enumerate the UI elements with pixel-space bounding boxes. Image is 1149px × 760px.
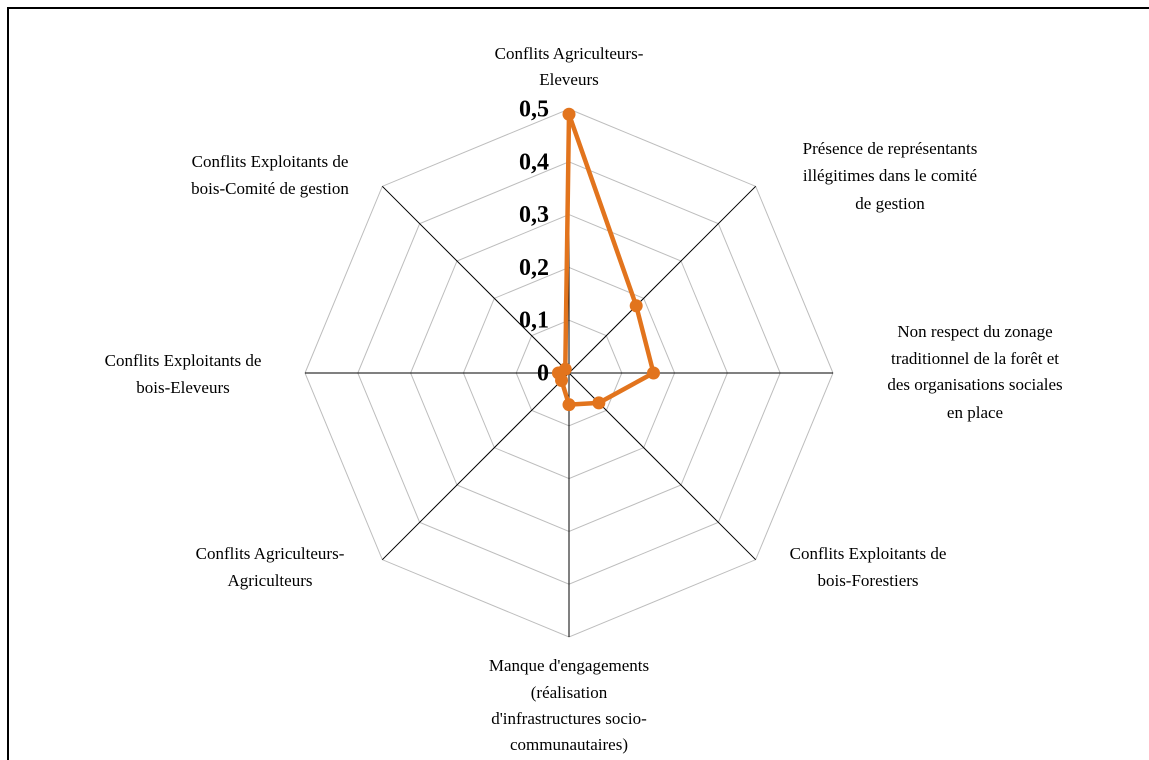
category-label: bois-Forestiers <box>817 571 918 590</box>
data-point <box>592 396 606 410</box>
category-label: Conflits Exploitants de <box>105 351 262 370</box>
axis-spoke <box>568 185 757 374</box>
category-label: Présence de représentants <box>803 139 978 158</box>
data-point <box>562 107 576 121</box>
category-label: Manque d'engagements <box>489 656 649 675</box>
category-label: en place <box>947 403 1003 422</box>
r-tick-label: 0 <box>537 361 549 387</box>
r-tick-label: 0,1 <box>519 308 549 334</box>
r-tick-label: 0,2 <box>519 255 549 281</box>
category-label: Eleveurs <box>539 70 598 89</box>
category-label: de gestion <box>855 194 925 213</box>
category-label: Agriculteurs <box>228 571 313 590</box>
r-tick-label: 0,5 <box>519 97 549 123</box>
category-label: traditionnel de la forêt et <box>891 349 1059 368</box>
category-label: bois-Eleveurs <box>136 378 229 397</box>
chart-border <box>7 7 1149 760</box>
category-label: illégitimes dans le comité <box>803 166 977 185</box>
data-point <box>646 366 660 380</box>
data-point <box>562 398 576 412</box>
r-tick-label: 0,3 <box>519 202 549 228</box>
category-label: d'infrastructures socio- <box>491 709 647 728</box>
r-tick-label: 0,4 <box>519 149 549 175</box>
axis-spoke <box>381 372 570 561</box>
category-label: (réalisation <box>531 683 608 702</box>
category-label: bois-Comité de gestion <box>191 179 349 198</box>
category-label: Conflits Agriculteurs- <box>196 544 345 563</box>
category-label: Conflits Agriculteurs- <box>495 44 644 63</box>
axis-spoke <box>381 185 570 374</box>
data-point <box>558 362 572 376</box>
data-point <box>629 299 643 313</box>
category-label: Conflits Exploitants de <box>192 152 349 171</box>
category-label: Non respect du zonage <box>897 322 1052 341</box>
category-label: communautaires) <box>510 735 628 754</box>
category-label: des organisations sociales <box>887 375 1062 394</box>
category-label: Conflits Exploitants de <box>790 544 947 563</box>
